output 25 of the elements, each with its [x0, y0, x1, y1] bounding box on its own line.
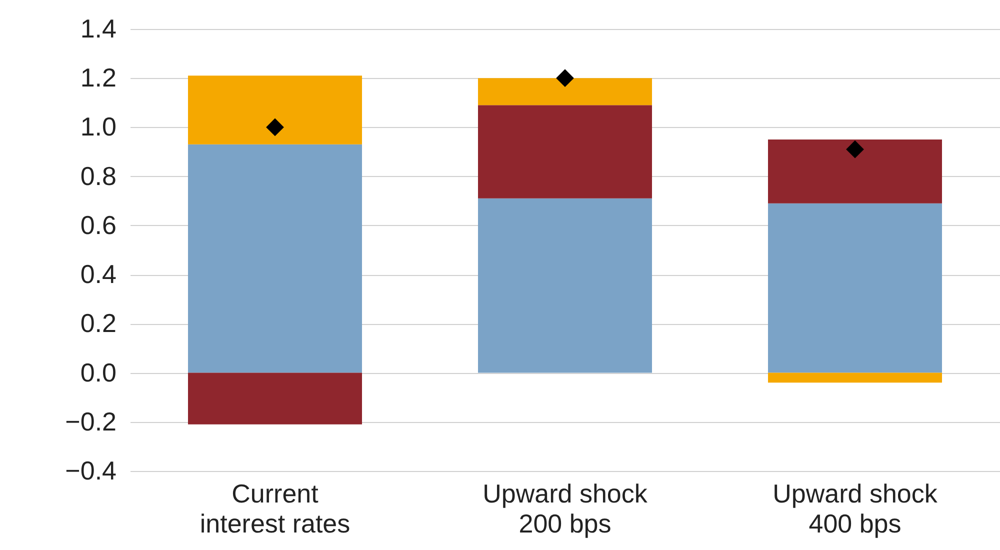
- bar: [478, 78, 652, 106]
- bar: [478, 105, 652, 198]
- y-tick-label: 0.0: [80, 357, 116, 388]
- bar: [188, 144, 362, 373]
- y-tick-label: −0.2: [65, 406, 116, 436]
- bar: [188, 372, 362, 424]
- y-tick-label: 0.6: [80, 210, 116, 240]
- x-tick-label: Upward shock 200 bps: [482, 478, 648, 538]
- point: [266, 118, 284, 136]
- y-tick-label: 0.8: [80, 160, 116, 191]
- y-tick-label: 0.2: [80, 308, 116, 338]
- bar: [768, 372, 942, 383]
- y-tick-label: 1.4: [80, 14, 116, 44]
- x-tick-label: Current interest rates: [200, 478, 350, 538]
- bar: [478, 198, 652, 373]
- x-tick-label: Upward shock 400 bps: [772, 478, 938, 538]
- bar: [188, 76, 362, 144]
- point: [846, 140, 864, 158]
- bar: [768, 140, 942, 204]
- y-tick-label: 1.0: [80, 112, 116, 142]
- y-tick-label: 0.4: [80, 259, 116, 290]
- bar: [768, 203, 942, 373]
- y-tick-label: −0.4: [65, 456, 116, 486]
- point: [556, 69, 574, 88]
- y-tick-label: 1.2: [80, 62, 116, 93]
